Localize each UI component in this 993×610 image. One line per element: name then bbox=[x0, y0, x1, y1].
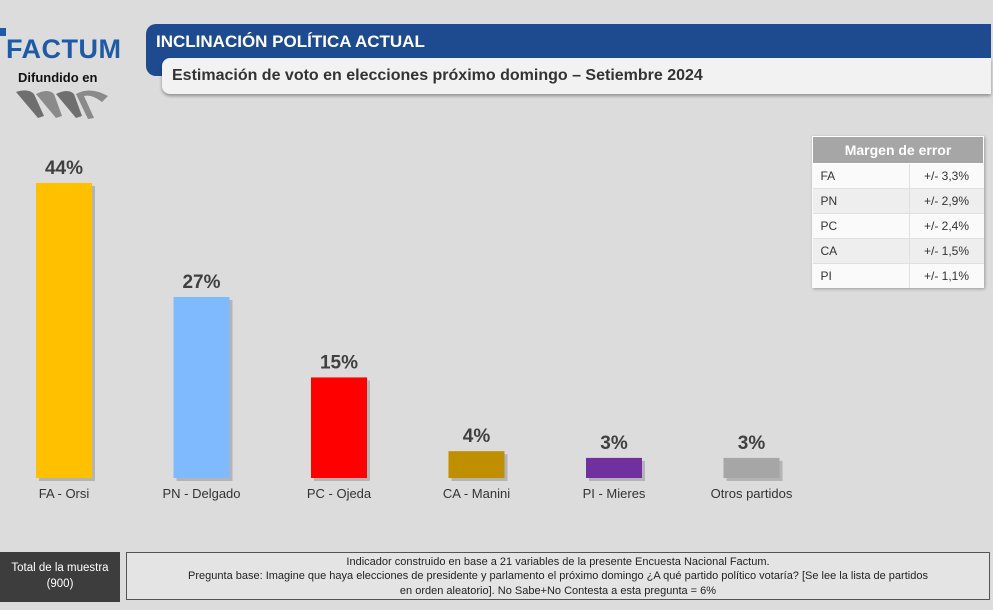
category-label: FA - Orsi bbox=[39, 486, 90, 501]
diffused-label: Difundido en bbox=[18, 70, 98, 85]
note-line: Pregunta base: Imagine que haya eleccion… bbox=[188, 570, 928, 583]
error-cell: +/- 1,1% bbox=[909, 263, 984, 288]
party-cell: PI bbox=[812, 263, 910, 288]
sample-size-box: Total de la muestra (900) bbox=[0, 552, 120, 602]
party-cell: CA bbox=[812, 238, 910, 264]
party-cell: PC bbox=[812, 213, 910, 239]
error-cell: +/- 3,3% bbox=[909, 163, 984, 189]
error-cell: +/- 2,9% bbox=[909, 188, 984, 214]
margin-of-error-table: Margen de error FA +/- 3,3% PN +/- 2,9% … bbox=[812, 136, 984, 288]
bar bbox=[723, 457, 780, 478]
table-row: PC +/- 2,4% bbox=[812, 213, 984, 239]
vote-estimate-bar-chart: 44% FA - Orsi 27% PN - Delgado 15% PC - Ojeda… bbox=[36, 158, 793, 501]
bar bbox=[311, 377, 367, 478]
bar bbox=[448, 451, 505, 478]
note-line: Indicador construido en base a 21 variab… bbox=[346, 556, 770, 568]
sample-label: Total de la muestra bbox=[11, 562, 109, 575]
data-label: 4% bbox=[463, 426, 491, 447]
data-label: 3% bbox=[600, 433, 628, 454]
data-label: 44% bbox=[45, 158, 83, 179]
data-label: 15% bbox=[320, 352, 358, 373]
table-row: CA +/- 1,5% bbox=[812, 238, 984, 264]
category-label: PN - Delgado bbox=[162, 486, 240, 501]
sample-value: (900) bbox=[46, 578, 74, 590]
logo-mark-icon bbox=[0, 28, 6, 36]
data-label: 27% bbox=[182, 272, 220, 293]
bar bbox=[173, 296, 230, 478]
note-line: en orden aleatorio]. No Sabe+No Contesta… bbox=[399, 584, 717, 597]
category-label: CA - Manini bbox=[443, 486, 510, 501]
subtitle-box bbox=[162, 58, 991, 94]
margin-of-error-header: Margen de error bbox=[812, 136, 984, 164]
party-cell: PN bbox=[812, 188, 910, 214]
category-label: Otros partidos bbox=[711, 486, 793, 501]
tv-channel-logo-icon bbox=[16, 90, 108, 119]
category-label: PC - Ojeda bbox=[307, 486, 372, 501]
bar bbox=[36, 183, 92, 478]
error-cell: +/- 1,5% bbox=[909, 238, 984, 264]
data-label: 3% bbox=[738, 433, 766, 454]
table-row: PI +/- 1,1% bbox=[812, 263, 984, 288]
logo-text: FACTUM bbox=[6, 34, 122, 64]
bar bbox=[586, 457, 642, 478]
methodology-note: Indicador construido en base a 21 variab… bbox=[126, 552, 990, 600]
page-title: INCLINACIÓN POLÍTICA ACTUAL bbox=[156, 32, 425, 51]
page-subtitle: Estimación de voto en elecciones próximo… bbox=[172, 67, 703, 84]
table-row: FA +/- 3,3% bbox=[812, 163, 984, 189]
table-row: PN +/- 2,9% bbox=[812, 188, 984, 214]
category-label: PI - Mieres bbox=[583, 486, 646, 501]
party-cell: FA bbox=[812, 163, 910, 189]
error-cell: +/- 2,4% bbox=[909, 213, 984, 239]
